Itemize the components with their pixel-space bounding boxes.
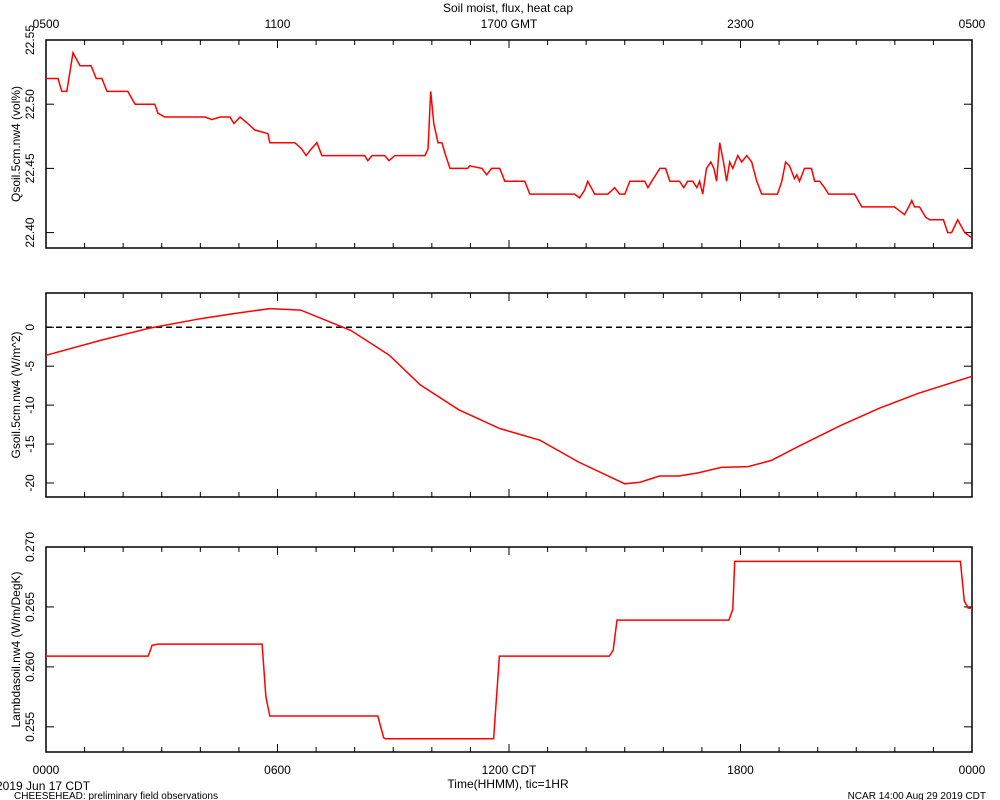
y-tick-label: -5 [23, 361, 37, 372]
x-tick-label: 1200 CDT [482, 763, 537, 777]
y-axis-label: Qsoil.5cm.nw4 (vol%) [9, 86, 23, 202]
y-tick-label: -20 [23, 474, 37, 492]
data-line [46, 50, 973, 239]
y-tick-label: -15 [23, 435, 37, 453]
plot-frame [45, 39, 973, 249]
y-tick-label: 0.270 [23, 532, 37, 562]
x-axis-label: Time(HHMM), tic=1HR [447, 777, 569, 791]
y-tick-label: 22.40 [23, 217, 37, 247]
y-tick-label: 22.45 [23, 153, 37, 183]
y-tick-label: 0.260 [23, 652, 37, 682]
footer-left: CHEESEHEAD: preliminary field observatio… [14, 791, 218, 800]
y-tick-label: 22.50 [23, 89, 37, 119]
x-tick-label: 1800 [727, 763, 754, 777]
x2-tick-label: 1100 [265, 17, 291, 31]
x-tick-label: 0000 [33, 763, 60, 777]
y-tick-label: 0.265 [23, 592, 37, 622]
x2-tick-label: 0500 [33, 17, 60, 31]
footer-right: NCAR 14:00 Aug 29 2019 CDT [848, 791, 986, 800]
y-tick-label: 22.55 [23, 25, 37, 55]
plot-frame [45, 546, 973, 753]
chart-title: Soil moist, flux, heat cap [443, 1, 573, 15]
x2-tick-label: 0500 [959, 17, 986, 31]
y-tick-label: -10 [23, 396, 37, 414]
y-tick-label: 0.255 [23, 711, 37, 741]
x2-tick-label: 1700 GMT [481, 17, 538, 31]
date-label: 2019 Jun 17 CDT [0, 779, 91, 793]
data-line [46, 560, 972, 740]
x-tick-label: 0600 [264, 763, 291, 777]
x2-tick-label: 2300 [727, 17, 754, 31]
y-axis-label: Gsoil.5cm.nw4 (W/m^2) [9, 332, 23, 459]
data-line [45, 307, 973, 485]
x-tick-label: 0000 [959, 763, 986, 777]
y-tick-label: 0 [23, 324, 37, 331]
y-axis-label: Lambdasoil.nw4 (W/m/DegK) [9, 571, 23, 727]
plot-frame [45, 292, 973, 498]
